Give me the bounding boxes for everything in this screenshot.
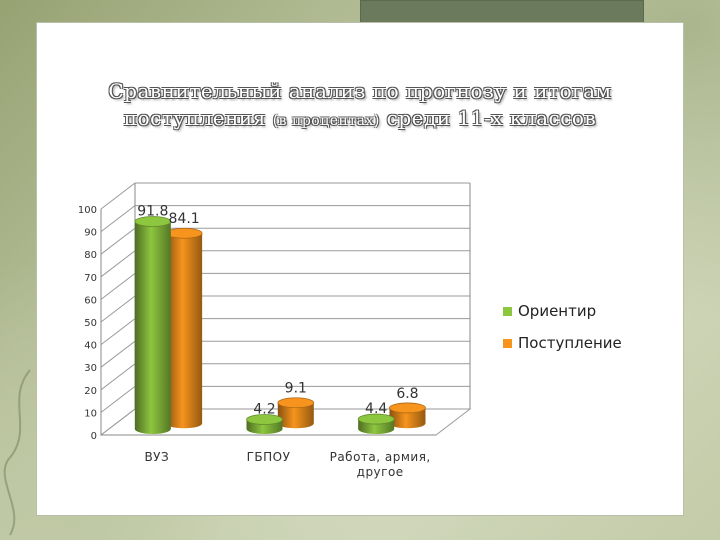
legend-label-2: Поступление [518,334,622,352]
x-tick-label-line: другое [357,465,404,479]
gridline-side-6 [100,273,136,300]
x-tick-label-line: ГБПОУ [247,450,291,464]
x-tick-label-2: Работа, армия, другое [330,450,431,479]
gridline-side-10 [100,182,136,210]
chart-title: Сравнительный анализ по прогнозу и итога… [36,78,684,135]
legend-swatch-1 [503,306,512,316]
bar-Ориентир-0-body [134,221,171,434]
x-tick-label-1: ГБПОУ [247,450,291,464]
bar-Ориентир-0-top [134,216,172,227]
bar-Ориентир-2-top [357,413,395,425]
gridline-side-1 [100,386,136,413]
data-label-s1-1: 4.2 [253,402,275,418]
title-line-2-b: среди 11-х классов [386,106,597,130]
y-tick-label-9: 90 [84,228,97,239]
bar-Поступление-0-body [166,233,203,429]
title-line-2-small: (в процентах) [272,113,380,129]
y-tick-label-8: 80 [84,250,97,261]
gridline-side-2 [100,363,136,391]
gridline-side-5 [100,295,136,323]
y-tick-label-0: 0 [91,431,97,442]
bar-Ориентир-1-top [246,414,283,425]
data-label-s2-1: 9.1 [285,381,307,397]
y-tick-label-2: 20 [84,386,97,397]
bar-Поступление-1-top [277,397,315,409]
data-label-s2-2: 6.8 [396,386,418,402]
y-tick-label-4: 40 [84,341,97,352]
y-tick-label-5: 50 [84,318,97,329]
gridline-side-9 [100,205,136,232]
y-tick-label-6: 60 [84,295,97,306]
bar-Поступление-1-body [277,402,314,429]
chart-legend: Ориентир Поступление [503,301,622,365]
title-line-1: Сравнительный анализ по прогнозу и итога… [108,79,612,103]
data-label-s1-2: 4.4 [365,401,387,417]
bar-Поступление-2-top [389,402,426,414]
title-line-2-a: поступления [123,106,266,130]
x-tick-label-0: ВУЗ [144,450,169,464]
gridline-side-4 [100,318,136,345]
x-tick-label-line: ВУЗ [144,450,169,464]
bar-Поступление-0-top [165,227,203,239]
bar-Поступление-2-body [389,407,426,429]
legend-item-1: Ориентир [503,301,622,321]
y-tick-label-1: 10 [84,408,97,419]
y-tick-label-3: 30 [84,363,97,374]
legend-label-1: Ориентир [518,302,597,320]
x-tick-label-line: Работа, армия, [330,450,431,464]
gridline-side-7 [100,250,136,278]
y-tick-label-10: 100 [78,205,97,216]
data-label-s2-0: 84.1 [169,211,200,227]
y-tick-label-7: 70 [84,273,97,284]
legend-swatch-2 [503,338,512,348]
title-line-2: поступления (в процентах) среди 11-х кла… [36,105,684,135]
legend-item-2: Поступление [503,333,622,353]
decorative-swirl [3,369,31,536]
gridline-side-3 [100,340,136,368]
gridline-side-8 [100,227,136,255]
data-label-s1-0: 91.8 [137,204,168,220]
